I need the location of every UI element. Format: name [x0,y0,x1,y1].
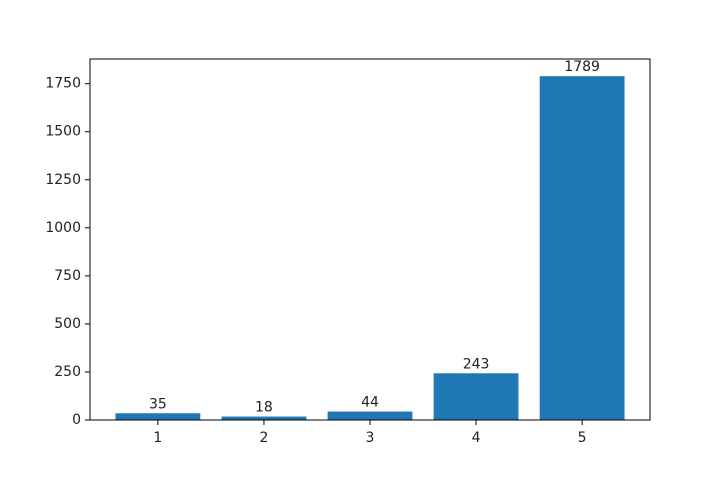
y-tick-label: 1750 [45,76,81,92]
y-tick-label: 750 [54,268,81,284]
bar [115,413,201,420]
bar [327,411,413,420]
x-tick-label: 1 [153,430,162,446]
x-tick-label: 4 [472,430,481,446]
bar [221,416,307,420]
bar [433,373,519,420]
y-tick-label: 1500 [45,124,81,140]
x-tick-label: 2 [259,430,268,446]
data-label: 1789 [564,59,600,75]
y-tick-label: 1000 [45,220,81,236]
y-tick-label: 250 [54,364,81,380]
x-tick-label: 5 [578,430,587,446]
y-tick-label: 0 [72,412,81,428]
data-label: 18 [255,400,273,416]
y-tick-label: 1250 [45,172,81,188]
plot-frame [89,58,651,421]
x-tick-label: 3 [366,430,375,446]
data-label: 35 [149,396,167,412]
data-label: 243 [463,356,490,372]
y-tick-label: 500 [54,316,81,332]
bar [539,76,625,420]
data-label: 44 [361,395,379,411]
